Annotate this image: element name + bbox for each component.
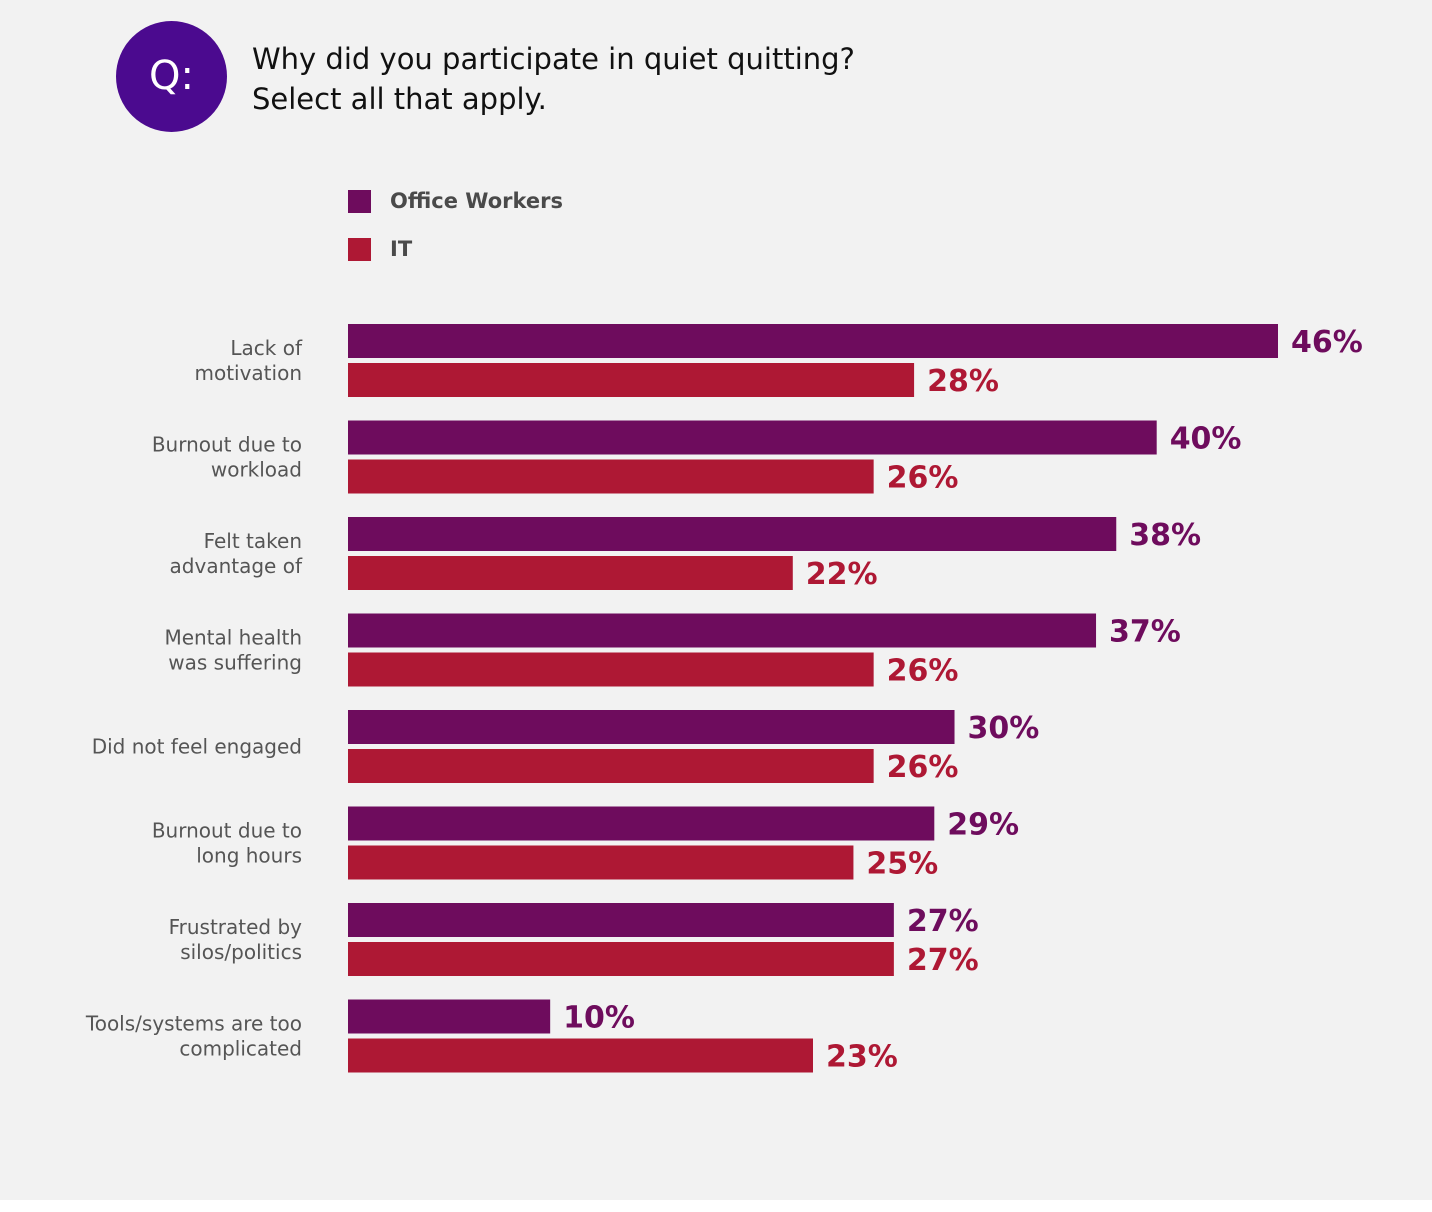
value-label-office-workers: 40% <box>1170 422 1242 457</box>
value-label-it: 28% <box>927 364 999 399</box>
bar-it <box>348 1038 813 1073</box>
bar-it <box>348 363 915 397</box>
value-label-office-workers: 29% <box>947 808 1019 843</box>
question-text-line-2: Select all that apply. <box>252 82 547 116</box>
bar-it <box>348 845 854 880</box>
category-label: Frustrated by silos/politics <box>169 915 303 964</box>
value-label-office-workers: 27% <box>907 904 979 939</box>
category-label: Lack of motivation <box>194 336 302 385</box>
bar-it <box>348 459 874 494</box>
value-label-office-workers: 10% <box>563 1001 635 1036</box>
category-label: Burnout due to long hours <box>152 819 302 868</box>
category-label: Did not feel engaged <box>92 735 302 759</box>
value-label-it: 22% <box>806 557 878 592</box>
question-badge: Q: <box>116 21 227 132</box>
bar-it <box>348 749 874 783</box>
bar-it <box>348 652 874 687</box>
value-label-it: 25% <box>866 847 938 882</box>
value-label-office-workers: 37% <box>1109 615 1181 650</box>
legend-swatch-it <box>348 238 371 261</box>
value-label-it: 23% <box>826 1040 898 1075</box>
bar-it <box>348 556 793 590</box>
value-label-it: 27% <box>907 943 979 978</box>
bar-office-workers <box>348 613 1097 648</box>
legend-label-office-workers: Office Workers <box>390 189 563 213</box>
value-label-it: 26% <box>887 750 959 785</box>
bar-office-workers <box>348 999 551 1034</box>
legend-label-it: IT <box>390 237 413 261</box>
question-text-line-1: Why did you participate in quiet quittin… <box>252 42 855 76</box>
bar-office-workers <box>348 710 955 744</box>
value-label-it: 26% <box>887 461 959 496</box>
category-label: Burnout due to workload <box>152 433 302 482</box>
category-label: Tools/systems are too complicated <box>85 1012 302 1061</box>
category-label: Felt taken advantage of <box>170 529 303 578</box>
value-label-office-workers: 38% <box>1129 518 1201 553</box>
bar-office-workers <box>348 903 894 937</box>
value-label-office-workers: 30% <box>968 711 1040 746</box>
category-label: Mental health was suffering <box>164 626 302 675</box>
bar-office-workers <box>348 420 1157 455</box>
bar-office-workers <box>348 806 935 841</box>
value-label-office-workers: 46% <box>1291 325 1363 360</box>
bar-it <box>348 942 894 976</box>
bar-office-workers <box>348 517 1117 551</box>
bar-office-workers <box>348 324 1278 358</box>
value-label-it: 26% <box>887 654 959 689</box>
legend-swatch-office-workers <box>348 190 371 213</box>
